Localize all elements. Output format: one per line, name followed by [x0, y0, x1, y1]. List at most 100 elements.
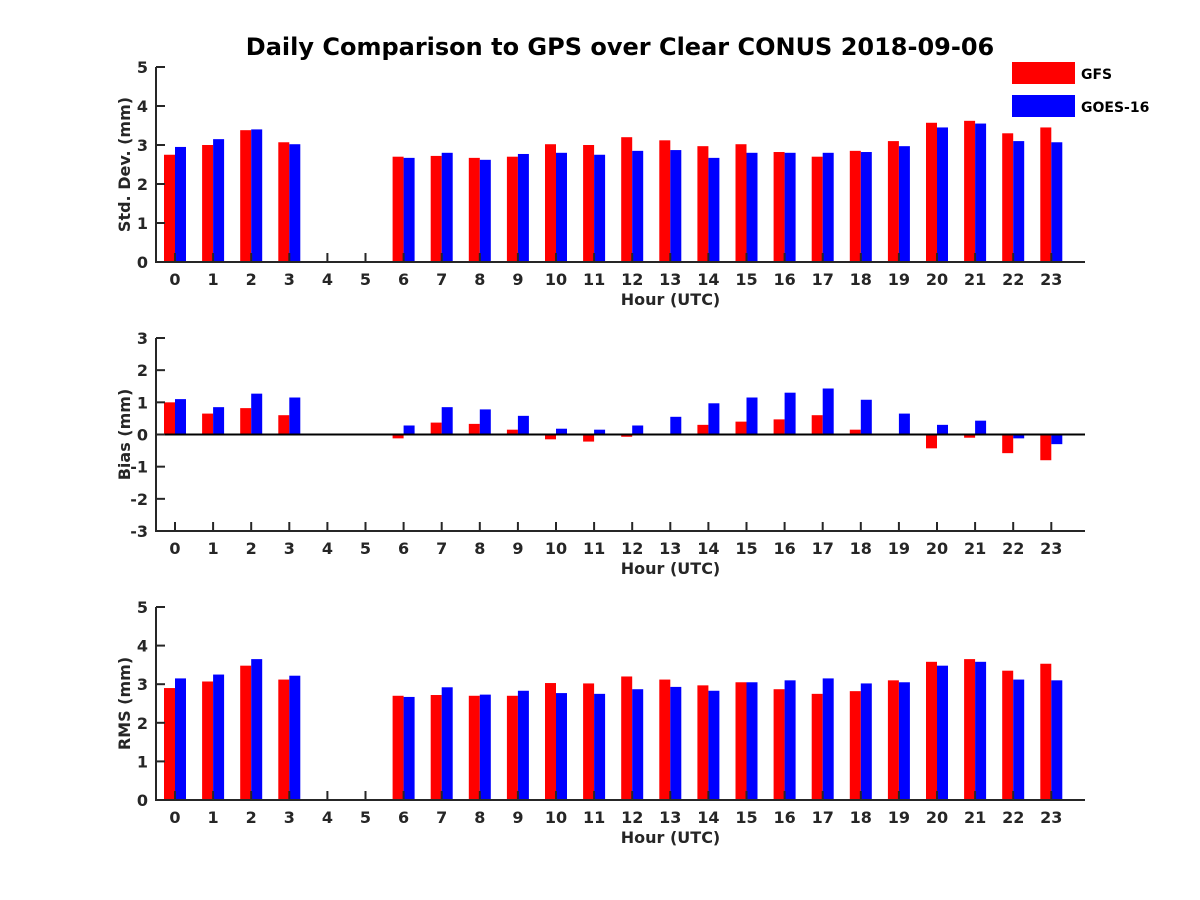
bar-gfs-23 [1040, 127, 1052, 262]
bar-gfs-10 [545, 434, 556, 440]
bar-goes-16-23 [1051, 434, 1063, 445]
bar-gfs-17 [811, 415, 823, 435]
y-tick-label: 3 [137, 675, 148, 694]
bar-goes-16-21 [975, 420, 987, 435]
y-tick-label: 0 [137, 791, 148, 810]
x-tick-label: 5 [360, 808, 371, 827]
bar-gfs-2 [240, 130, 252, 262]
x-tick-label: 6 [398, 808, 409, 827]
bar-goes-16-15 [746, 152, 758, 262]
x-tick-label: 12 [621, 539, 643, 558]
bar-goes-16-13 [670, 686, 682, 800]
bar-goes-16-0 [175, 678, 186, 800]
bar-gfs-20 [926, 661, 937, 800]
bar-goes-16-3 [289, 675, 301, 800]
x-tick-label: 4 [322, 808, 333, 827]
y-tick-label: 1 [137, 214, 148, 233]
x-tick-label: 2 [246, 539, 257, 558]
bar-gfs-18 [849, 150, 861, 262]
bar-goes-16-2 [251, 129, 263, 262]
bar-gfs-1 [202, 413, 214, 435]
x-tick-label: 15 [735, 270, 757, 289]
bar-goes-16-11 [594, 693, 606, 800]
bar-goes-16-21 [975, 661, 987, 800]
bar-goes-16-23 [1051, 680, 1063, 800]
x-tick-label: 12 [621, 808, 643, 827]
x-tick-label: 14 [697, 539, 719, 558]
y-tick-label: 0 [137, 253, 148, 272]
bar-gfs-15 [735, 682, 747, 800]
bar-goes-16-20 [937, 665, 948, 800]
y-tick-label: 3 [137, 329, 148, 348]
legend-label-goes-16: GOES-16 [1081, 100, 1149, 116]
x-tick-label: 10 [545, 808, 567, 827]
x-tick-label: 23 [1040, 539, 1062, 558]
bar-gfs-6 [392, 695, 404, 800]
x-tick-label: 7 [436, 270, 447, 289]
bar-goes-16-14 [708, 157, 720, 262]
x-tick-label: 8 [474, 539, 485, 558]
bar-gfs-15 [735, 144, 747, 262]
chart-title: Daily Comparison to GPS over Clear CONUS… [246, 33, 994, 61]
bar-gfs-22 [1002, 670, 1014, 800]
y-tick-label: 5 [137, 598, 148, 617]
bar-gfs-3 [278, 415, 290, 435]
x-tick-label: 19 [888, 539, 910, 558]
x-tick-label: 6 [398, 539, 409, 558]
x-tick-label: 11 [583, 270, 605, 289]
bar-goes-16-10 [556, 693, 567, 800]
bar-gfs-16 [773, 152, 785, 262]
x-tick-label: 13 [659, 270, 681, 289]
legend-swatch-gfs [1012, 62, 1075, 84]
bar-goes-16-14 [708, 403, 720, 435]
bar-goes-16-10 [556, 428, 567, 435]
bar-gfs-14 [697, 146, 709, 262]
bar-goes-16-18 [860, 399, 872, 435]
bar-goes-16-7 [441, 687, 453, 800]
x-tick-label: 2 [246, 808, 257, 827]
bar-goes-16-9 [517, 690, 529, 800]
bar-goes-16-16 [784, 680, 796, 800]
bar-gfs-20 [926, 122, 937, 263]
bar-gfs-17 [811, 156, 823, 262]
bar-gfs-16 [773, 419, 785, 435]
x-tick-label: 3 [284, 270, 295, 289]
x-tick-label: 0 [169, 808, 180, 827]
y-tick-label: 0 [137, 426, 148, 445]
bar-goes-16-3 [289, 144, 301, 262]
bar-goes-16-1 [213, 674, 225, 800]
bar-gfs-9 [506, 429, 518, 435]
x-tick-label: 18 [850, 539, 872, 558]
x-tick-label: 9 [512, 270, 523, 289]
x-axis-label: Hour (UTC) [621, 559, 721, 578]
bar-gfs-0 [164, 688, 175, 800]
x-tick-label: 11 [583, 539, 605, 558]
bar-gfs-10 [545, 144, 556, 262]
legend-swatch-goes-16 [1012, 95, 1075, 117]
y-tick-label: 4 [137, 637, 148, 656]
bar-gfs-16 [773, 689, 785, 800]
bar-goes-16-11 [594, 154, 606, 262]
x-tick-label: 18 [850, 270, 872, 289]
x-tick-label: 11 [583, 808, 605, 827]
bar-goes-16-17 [822, 152, 834, 262]
bar-goes-16-19 [898, 146, 910, 262]
bar-goes-16-7 [441, 152, 453, 262]
x-tick-label: 5 [360, 270, 371, 289]
bar-gfs-13 [659, 140, 671, 262]
x-tick-label: 23 [1040, 270, 1062, 289]
bar-gfs-18 [849, 429, 861, 435]
x-tick-label: 1 [208, 270, 219, 289]
bar-gfs-2 [240, 665, 252, 800]
y-tick-label: 2 [137, 714, 148, 733]
x-tick-label: 8 [474, 270, 485, 289]
x-tick-label: 8 [474, 808, 485, 827]
bar-gfs-0 [164, 154, 175, 262]
bar-goes-16-7 [441, 407, 453, 435]
x-tick-label: 1 [208, 539, 219, 558]
bar-gfs-1 [202, 681, 214, 800]
bar-goes-16-0 [175, 399, 186, 435]
y-tick-label: 3 [137, 136, 148, 155]
x-axis-label: Hour (UTC) [621, 290, 721, 309]
